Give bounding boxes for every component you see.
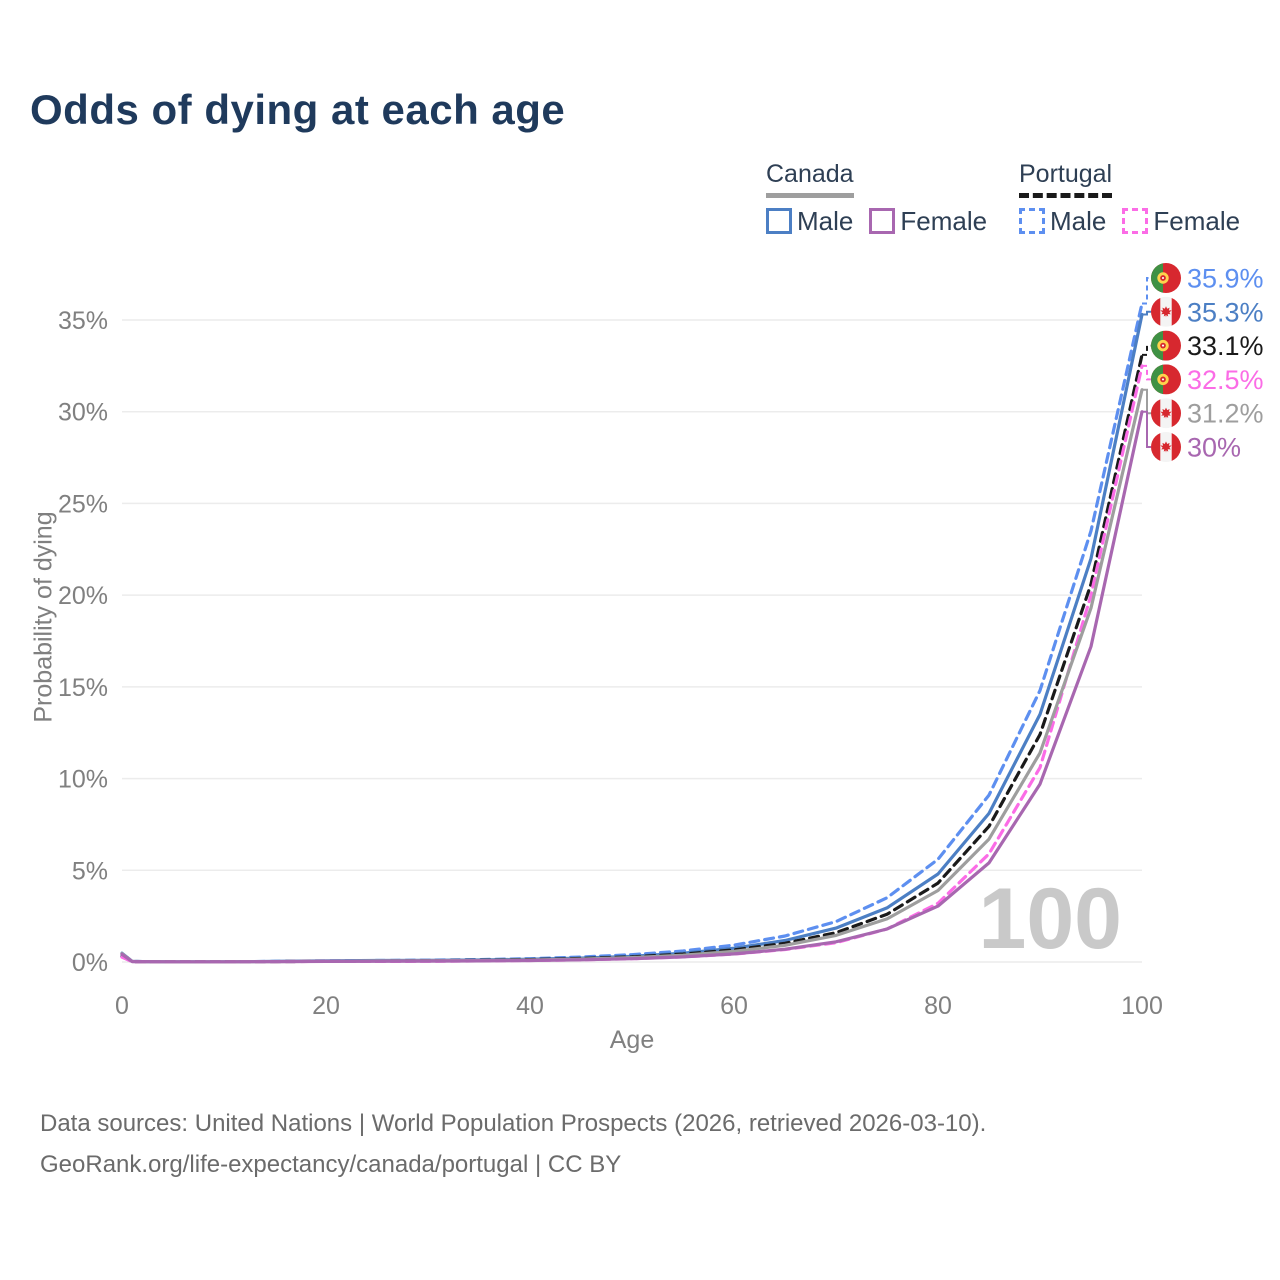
x-tick-label-80: 80 xyxy=(924,992,952,1020)
canada-flag-icon xyxy=(1151,432,1181,462)
legend-label-canada-male: Male xyxy=(797,205,854,236)
end-label-connector-portugal-total xyxy=(1142,344,1151,356)
end-value-label-portugal-female: 32.5% xyxy=(1187,365,1264,395)
legend-country-canada[interactable]: Canada xyxy=(766,160,854,198)
x-tick-label-20: 20 xyxy=(312,992,340,1020)
x-tick-label-0: 0 xyxy=(115,992,129,1020)
end-value-label-portugal-male: 35.9% xyxy=(1187,264,1264,294)
portugal-female-swatch-icon xyxy=(1122,208,1149,235)
footer-data-sources: Data sources: United Nations | World Pop… xyxy=(40,1110,987,1137)
y-tick-label-25: 25% xyxy=(58,490,108,518)
y-tick-label-20: 20% xyxy=(58,582,108,610)
series-line-canada-total[interactable] xyxy=(120,388,1144,964)
legend-item-portugal-female[interactable]: Female xyxy=(1122,206,1240,237)
end-value-label-canada-female: 30% xyxy=(1187,433,1241,463)
canada-flag-icon xyxy=(1151,296,1181,327)
y-axis-title: Probability of dying xyxy=(29,511,58,723)
page-title: Odds of dying at each age xyxy=(30,86,566,133)
end-label-connector-portugal-male xyxy=(1142,277,1151,305)
y-tick-label-10: 10% xyxy=(58,766,108,794)
end-label-connector-canada-total xyxy=(1142,388,1151,415)
series-line-canada-female[interactable] xyxy=(120,410,1144,964)
end-label-connector-canada-male xyxy=(1142,310,1151,316)
legend-country-portugal[interactable]: Portugal xyxy=(1019,160,1113,198)
legend-item-portugal-male[interactable]: Male xyxy=(1019,206,1106,237)
legend-label-canada-female: Female xyxy=(900,205,988,236)
end-label-connector-canada-female xyxy=(1142,410,1151,448)
x-tick-label-60: 60 xyxy=(720,992,748,1020)
end-label-connector-portugal-female xyxy=(1142,364,1151,381)
footer: Data sources: United Nations | World Pop… xyxy=(40,1104,986,1186)
footer-attribution: GeoRank.org/life-expectancy/canada/portu… xyxy=(40,1150,622,1178)
canada-flag-icon xyxy=(1151,398,1181,429)
y-tick-label-5: 5% xyxy=(72,857,108,885)
x-tick-label-100: 100 xyxy=(1121,992,1163,1020)
portugal-flag-icon xyxy=(1151,330,1181,361)
series-line-portugal-female[interactable] xyxy=(120,364,1144,964)
portugal-flag-icon xyxy=(1151,364,1181,395)
y-tick-label-30: 30% xyxy=(58,399,108,427)
legend-item-canada-male[interactable]: Male xyxy=(766,206,853,237)
legend-row-portugal: Male Female xyxy=(1019,206,1240,237)
legend-row-canada: Male Female xyxy=(766,206,987,237)
legend-group-canada: Canada Male Female xyxy=(766,160,987,237)
end-value-label-canada-total: 31.2% xyxy=(1187,399,1264,429)
legend-group-portugal: Portugal Male Female xyxy=(1019,160,1240,237)
legend-label-portugal-male: Male xyxy=(1050,205,1107,236)
end-value-label-portugal-total: 33.1% xyxy=(1187,331,1264,361)
end-value-label-canada-male: 35.3% xyxy=(1187,297,1264,327)
canada-female-swatch-icon xyxy=(869,208,896,235)
y-tick-label-0: 0% xyxy=(72,949,108,977)
age-counter-watermark: 100 xyxy=(978,871,1123,967)
legend-item-canada-female[interactable]: Female xyxy=(869,206,987,237)
y-tick-label-15: 15% xyxy=(58,674,108,702)
portugal-male-swatch-icon xyxy=(1019,208,1045,235)
legend-label-portugal-female: Female xyxy=(1153,205,1241,236)
x-tick-label-40: 40 xyxy=(516,992,544,1020)
x-axis-title: Age xyxy=(609,1026,655,1054)
canada-male-swatch-icon xyxy=(766,208,792,235)
y-tick-label-35: 35% xyxy=(58,307,108,335)
portugal-flag-icon xyxy=(1151,263,1181,293)
